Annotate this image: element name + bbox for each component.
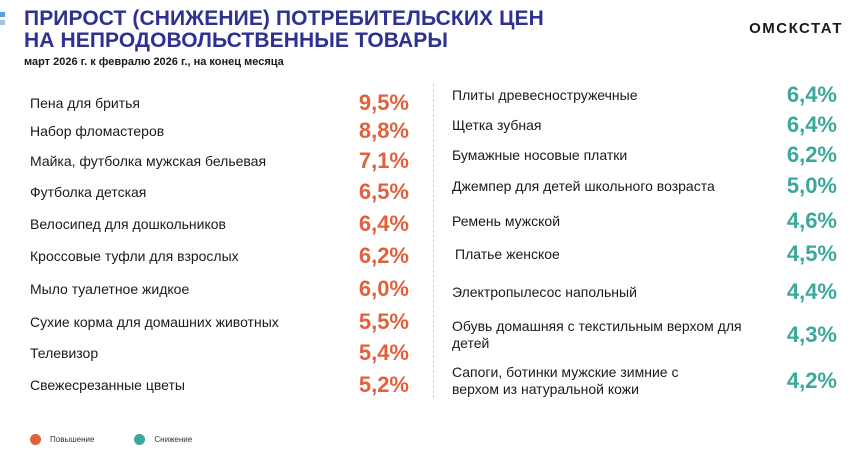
page-subtitle: март 2026 г. к февралю 2026 г., на конец…: [24, 56, 284, 68]
item-value: 9,5%: [358, 90, 409, 115]
page-title-line-1: ПРИРОСТ (СНИЖЕНИЕ) ПОТРЕБИТЕЛЬСКИХ ЦЕН: [24, 7, 544, 30]
item-name: Набор фломастеров: [30, 122, 165, 139]
increase-item: Сухие корма для домашних животных 5,5%: [30, 309, 415, 334]
corner-decoration: [0, 0, 10, 40]
item-name: Щетка зубная: [452, 116, 542, 133]
item-value: 5,5%: [358, 309, 409, 334]
item-value: 6,2%: [358, 243, 409, 268]
item-value: 6,5%: [358, 179, 409, 204]
item-name: Джемпер для детей школьного возраста: [452, 177, 715, 194]
item-value: 5,0%: [786, 173, 837, 198]
item-name: Велосипед для дошкольников: [30, 215, 226, 232]
increase-item: Кроссовые туфли для взрослых 6,2%: [30, 243, 415, 268]
item-value: 4,5%: [786, 241, 837, 266]
item-name: Сапоги, ботинки мужские зимние с верхом …: [452, 364, 679, 397]
item-name: Футболка детская: [30, 183, 147, 200]
item-name: Платье женское: [455, 245, 560, 262]
item-value: 4,6%: [786, 208, 837, 233]
item-value: 6,0%: [358, 276, 409, 301]
increase-item: Майка, футболка мужская бельевая 7,1%: [30, 148, 415, 173]
item-value: 4,2%: [786, 368, 837, 393]
item-value: 4,3%: [786, 322, 837, 347]
decrease-item: Ремень мужской 4,6%: [452, 208, 837, 233]
column-divider: [433, 84, 434, 398]
item-name: Майка, футболка мужская бельевая: [30, 152, 267, 169]
item-name: Мыло туалетное жидкое: [30, 280, 190, 297]
legend-decrease-label: Снижение: [154, 435, 193, 444]
item-name: Обувь домашняя с текстильным верхом для …: [452, 318, 742, 351]
decrease-item: Бумажные носовые платки 6,2%: [452, 142, 837, 167]
item-name: Телевизор: [30, 344, 99, 361]
item-value: 6,4%: [786, 112, 837, 137]
increase-item: Набор фломастеров 8,8%: [30, 118, 415, 143]
item-value: 5,2%: [358, 372, 409, 397]
legend-decrease: Снижение: [134, 434, 192, 445]
item-name: Кроссовые туфли для взрослых: [30, 247, 239, 264]
increase-item: Мыло туалетное жидкое 6,0%: [30, 276, 415, 301]
legend: Повышение Снижение: [30, 434, 232, 445]
page-title: ПРИРОСТ (СНИЖЕНИЕ) ПОТРЕБИТЕЛЬСКИХ ЦЕН Н…: [24, 8, 544, 52]
decrease-item: Щетка зубная 6,4%: [452, 112, 837, 137]
item-value: 6,4%: [786, 82, 837, 107]
item-value: 4,4%: [786, 279, 837, 304]
legend-increase: Повышение: [30, 434, 94, 445]
decrease-item: Сапоги, ботинки мужские зимние с верхом …: [452, 362, 837, 400]
legend-decrease-dot: [134, 434, 146, 445]
item-name: Электропылесос напольный: [452, 283, 637, 300]
page-title-line-2: НА НЕПРОДОВОЛЬСТВЕННЫЕ ТОВАРЫ: [24, 29, 449, 52]
decrease-item: Электропылесос напольный 4,4%: [452, 279, 837, 304]
increase-item: Пена для бритья 9,5%: [30, 90, 415, 115]
decrease-item: Джемпер для детей школьного возраста 5,0…: [452, 173, 837, 198]
item-value: 5,4%: [358, 340, 409, 365]
decrease-item: Обувь домашняя с текстильным верхом для …: [452, 316, 837, 354]
item-name: Бумажные носовые платки: [452, 146, 628, 163]
increase-item: Телевизор 5,4%: [30, 340, 415, 365]
item-name: Пена для бритья: [30, 94, 140, 111]
item-value: 6,2%: [786, 142, 837, 167]
item-name: Свежесрезанные цветы: [30, 376, 185, 393]
legend-increase-label: Повышение: [50, 435, 95, 444]
item-name: Ремень мужской: [452, 212, 561, 229]
decrease-item: Плиты древесностружечные 6,4%: [452, 82, 837, 107]
item-name: Плиты древесностружечные: [452, 86, 638, 103]
decrease-item: Платье женское 4,5%: [455, 241, 837, 266]
legend-increase-dot: [30, 434, 41, 445]
item-value: 7,1%: [358, 148, 409, 173]
item-value: 8,8%: [358, 118, 409, 143]
increase-item: Свежесрезанные цветы 5,2%: [30, 372, 415, 397]
increase-item: Велосипед для дошкольников 6,4%: [30, 211, 415, 236]
item-name: Сухие корма для домашних животных: [30, 313, 279, 330]
brand-logo: ОМСКСТАТ: [749, 20, 843, 37]
item-value: 6,4%: [358, 211, 409, 236]
increase-item: Футболка детская 6,5%: [30, 179, 415, 204]
